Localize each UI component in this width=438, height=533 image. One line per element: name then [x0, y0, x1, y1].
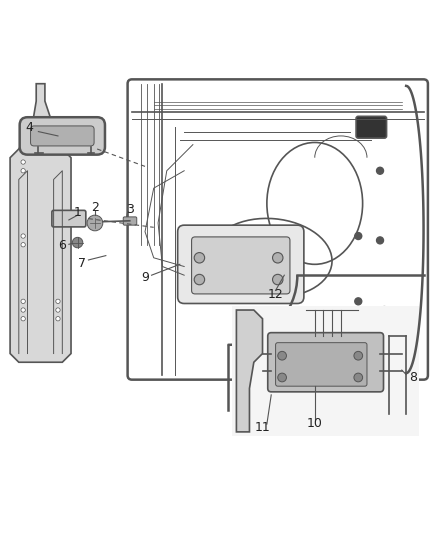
Circle shape: [194, 274, 205, 285]
Text: 11: 11: [254, 421, 270, 434]
Text: 1: 1: [74, 206, 81, 219]
Text: 7: 7: [78, 256, 86, 270]
Circle shape: [56, 317, 60, 321]
Text: 6: 6: [58, 239, 66, 252]
Circle shape: [21, 299, 25, 303]
Circle shape: [272, 274, 283, 285]
FancyBboxPatch shape: [276, 343, 367, 386]
FancyBboxPatch shape: [356, 116, 387, 138]
Circle shape: [354, 351, 363, 360]
FancyBboxPatch shape: [232, 305, 419, 436]
Polygon shape: [10, 84, 71, 362]
Circle shape: [381, 306, 388, 313]
FancyBboxPatch shape: [123, 217, 137, 225]
Circle shape: [21, 308, 25, 312]
FancyBboxPatch shape: [178, 225, 304, 303]
Circle shape: [377, 167, 384, 174]
Circle shape: [194, 253, 205, 263]
Circle shape: [21, 317, 25, 321]
FancyBboxPatch shape: [20, 117, 105, 155]
Text: 12: 12: [268, 288, 283, 301]
Text: 9: 9: [141, 271, 149, 284]
Circle shape: [21, 243, 25, 247]
Text: 4: 4: [26, 121, 34, 134]
Circle shape: [72, 237, 83, 248]
Polygon shape: [237, 310, 262, 432]
Circle shape: [355, 232, 362, 239]
Circle shape: [355, 298, 362, 305]
Text: 3: 3: [126, 203, 134, 215]
Text: 8: 8: [409, 371, 417, 384]
Text: 2: 2: [91, 201, 99, 214]
Circle shape: [21, 234, 25, 238]
Circle shape: [278, 373, 286, 382]
Text: 10: 10: [307, 417, 323, 430]
Circle shape: [272, 253, 283, 263]
FancyBboxPatch shape: [31, 126, 94, 146]
Circle shape: [21, 160, 25, 164]
Circle shape: [377, 237, 384, 244]
Circle shape: [278, 351, 286, 360]
Circle shape: [56, 308, 60, 312]
FancyBboxPatch shape: [191, 237, 290, 294]
Circle shape: [56, 299, 60, 303]
Circle shape: [87, 215, 103, 231]
Circle shape: [354, 373, 363, 382]
Circle shape: [21, 168, 25, 173]
FancyBboxPatch shape: [52, 211, 86, 227]
FancyBboxPatch shape: [268, 333, 384, 392]
